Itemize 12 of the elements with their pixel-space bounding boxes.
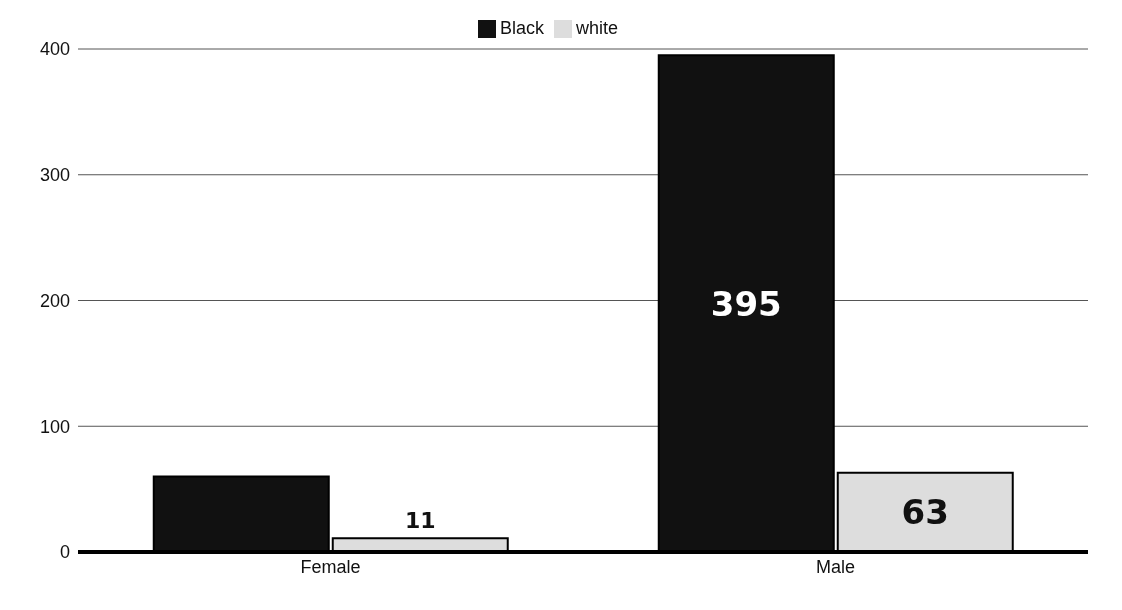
data-label: 11 [404, 508, 436, 534]
y-tick-label: 400 [39, 39, 70, 60]
data-label: 63 [901, 492, 949, 533]
x-tick-label: Female [300, 556, 361, 577]
data-label: 395 [710, 283, 782, 324]
y-tick-label: 100 [39, 416, 70, 437]
legend-label: white [575, 18, 619, 38]
legend-label: Black [499, 18, 544, 38]
y-tick-label: 300 [39, 165, 70, 186]
y-tick-label: 0 [59, 542, 70, 563]
y-tick-label: 200 [39, 290, 70, 311]
x-tick-label: Male [815, 556, 856, 577]
